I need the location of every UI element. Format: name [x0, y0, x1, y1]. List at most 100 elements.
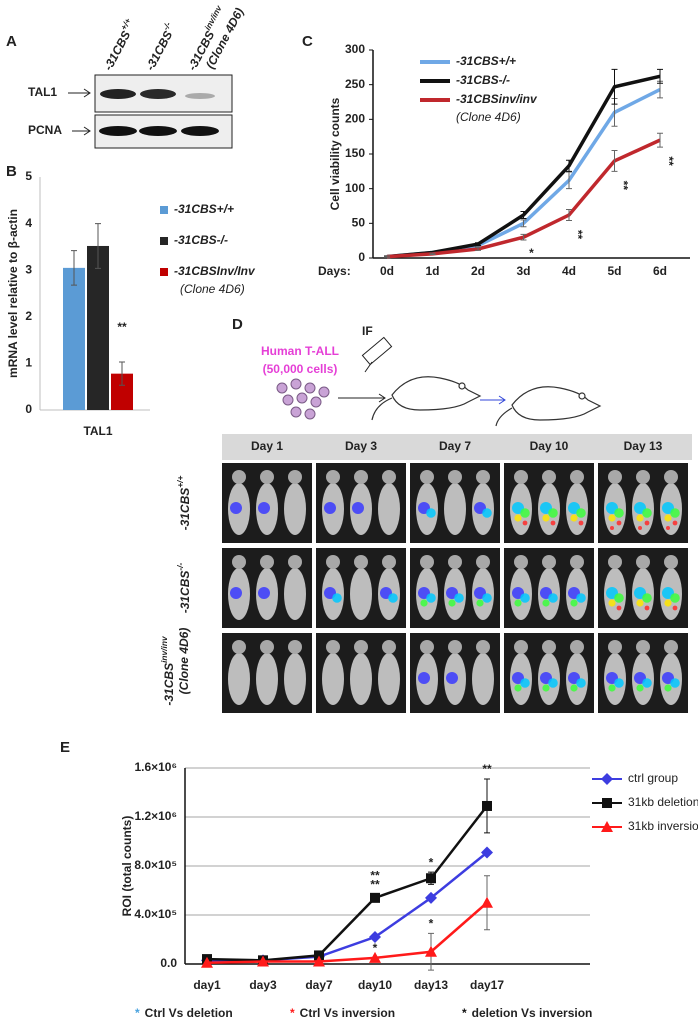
mouse-head [260, 640, 274, 654]
bar [63, 267, 85, 410]
annotation: ** [370, 877, 380, 891]
mouse-body [284, 653, 306, 705]
mouse-head [476, 555, 490, 569]
signal-blob [548, 593, 558, 603]
mouse-head [382, 640, 396, 654]
signal-blob [642, 593, 652, 603]
signal-blob [576, 593, 586, 603]
legend-marker [601, 821, 613, 832]
mouse-head [326, 555, 340, 569]
footnote: * Ctrl Vs inversion [290, 1006, 395, 1020]
signal-blob [514, 599, 522, 607]
arrow [68, 88, 91, 98]
mouse [495, 386, 602, 427]
mouse-head [608, 470, 622, 484]
footnote-marker: * [462, 1006, 467, 1020]
bar [87, 245, 109, 410]
signal-blob [642, 678, 652, 688]
injection-label: IF [362, 324, 373, 338]
x-tick-label: TAL1 [83, 424, 112, 438]
signal-blob [520, 593, 530, 603]
y-tick-label: 1.2×10⁶ [134, 809, 177, 823]
y-tick-label: 250 [345, 77, 365, 91]
signal-blob [608, 514, 616, 522]
group-label-sup: -/- [175, 562, 185, 570]
x-tick-label: day13 [414, 978, 448, 992]
y-tick-label: 5 [25, 169, 32, 183]
signal-blob [570, 514, 578, 522]
y-tick-label: 100 [345, 181, 365, 195]
y-tick-label: 0 [358, 250, 365, 264]
legend-swatch [160, 206, 168, 214]
signal-blob [664, 599, 672, 607]
marker [313, 955, 325, 967]
x-tick-label: day7 [305, 978, 333, 992]
error-bar [657, 68, 663, 84]
mouse-head [664, 470, 678, 484]
signal-blob [446, 672, 458, 684]
panel-label: C [302, 33, 313, 50]
injection-schematic: Human T-ALL (50,000 cells) IF [261, 324, 602, 427]
mouse-head [448, 640, 462, 654]
y-axis-title: Cell viability counts [328, 97, 342, 210]
mouse-head [514, 555, 528, 569]
signal-blob [636, 684, 644, 692]
mouse-body [472, 653, 494, 705]
mouse-head [514, 470, 528, 484]
mouse-head [608, 640, 622, 654]
marker [481, 896, 493, 908]
y-axis-title: ROI (total counts) [120, 816, 134, 917]
legend-swatch [160, 237, 168, 245]
panel-label: B [6, 163, 17, 180]
signal-blob [258, 502, 270, 514]
signal-blob [644, 605, 650, 611]
annotation: ** [662, 156, 676, 166]
y-tick-label: 1.6×10⁶ [134, 760, 177, 774]
band [100, 89, 136, 99]
signal-blob [670, 678, 680, 688]
error-bar [611, 150, 618, 172]
y-tick-label: 3 [25, 262, 32, 276]
marker [425, 891, 437, 904]
mouse-head [636, 555, 650, 569]
mouse-body [444, 483, 466, 535]
y-tick-label: 150 [345, 146, 365, 160]
panel-label: E [60, 739, 70, 756]
mouse-body [378, 483, 400, 535]
y-tick-label: 200 [345, 112, 365, 126]
y-tick-label: 0 [25, 402, 32, 416]
signal-blob [258, 587, 270, 599]
mouse-head [542, 640, 556, 654]
x-tick-label: 5d [607, 264, 621, 278]
annotation: ** [616, 181, 630, 191]
signal-blob [522, 520, 528, 526]
mouse-head [664, 555, 678, 569]
y-tick-label: 300 [345, 42, 365, 56]
signal-blob [514, 514, 522, 522]
signal-blob [230, 587, 242, 599]
cells-title: Human T-ALL [261, 344, 339, 358]
error-bar [71, 250, 77, 286]
error-bar [119, 361, 125, 386]
y-tick-label: 4 [25, 216, 32, 230]
bar [111, 373, 133, 410]
group-label: -31CBS-/- [175, 562, 192, 613]
series-line [386, 87, 661, 259]
mouse-body [350, 653, 372, 705]
mouse-head [382, 470, 396, 484]
error-bar [384, 255, 390, 258]
error-bar [95, 223, 101, 269]
y-tick-label: 8.0×10⁵ [134, 858, 177, 872]
marker [257, 955, 269, 967]
mouse-head [570, 555, 584, 569]
mouse-head [636, 470, 650, 484]
signal-blob [616, 605, 622, 611]
error-bar [566, 171, 572, 190]
y-tick-label: 1 [25, 356, 32, 370]
marker [481, 846, 493, 859]
arrow [72, 126, 91, 136]
signal-blob [636, 514, 644, 522]
signal-blob [638, 526, 642, 530]
band [185, 93, 215, 99]
signal-blob [418, 672, 430, 684]
